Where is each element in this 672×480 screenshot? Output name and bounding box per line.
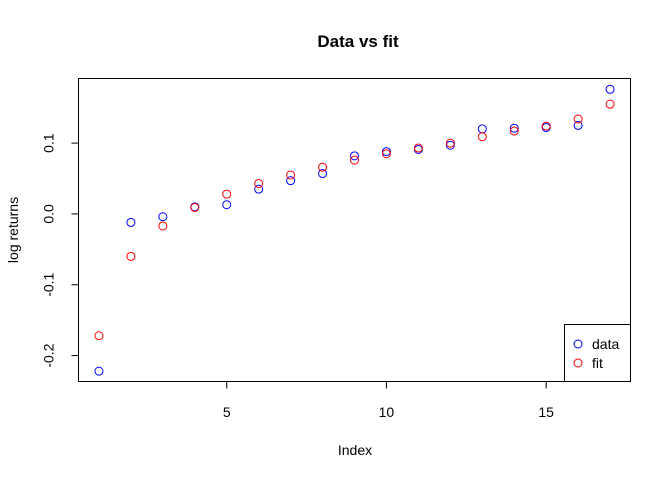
point-data xyxy=(381,147,391,157)
y-axis-label: log returns xyxy=(5,197,21,263)
point-data xyxy=(573,120,583,130)
point-data xyxy=(509,123,519,133)
x-tick-label: 5 xyxy=(223,404,231,420)
point-data xyxy=(445,140,455,150)
y-tick-label: 0.0 xyxy=(41,204,57,224)
point-data xyxy=(318,169,328,179)
point-fit xyxy=(126,251,136,261)
point-fit xyxy=(573,114,583,124)
x-tick-label: 10 xyxy=(379,404,395,420)
point-fit xyxy=(477,132,487,142)
legend-label-data: data xyxy=(592,336,619,352)
point-data xyxy=(605,84,615,94)
point-fit xyxy=(509,126,519,136)
point-fit xyxy=(445,138,455,148)
legend-marker-fit xyxy=(573,358,583,368)
legend-label-fit: fit xyxy=(592,355,603,371)
point-data xyxy=(158,212,168,222)
point-fit xyxy=(158,221,168,231)
x-axis: 5 10 15 xyxy=(223,381,554,420)
legend-marker-data xyxy=(573,339,583,349)
y-axis: -0.2 -0.1 0.0 0.1 xyxy=(41,133,79,368)
point-fit xyxy=(605,99,615,109)
chart-title: Data vs fit xyxy=(317,32,399,51)
point-data xyxy=(222,200,232,210)
point-fit xyxy=(541,121,551,131)
legend: data fit xyxy=(564,324,631,382)
point-data xyxy=(286,176,296,186)
x-tick-label: 15 xyxy=(538,404,554,420)
point-data xyxy=(254,184,264,194)
point-data xyxy=(477,124,487,134)
point-fit xyxy=(190,203,200,213)
point-fit xyxy=(318,162,328,172)
point-fit xyxy=(286,170,296,180)
point-data xyxy=(126,217,136,227)
y-tick-label: -0.2 xyxy=(41,343,57,367)
y-tick-label: -0.1 xyxy=(41,272,57,296)
point-fit xyxy=(254,178,264,188)
point-fit xyxy=(222,189,232,199)
x-axis-label: Index xyxy=(338,442,372,458)
legend-box xyxy=(564,324,631,382)
y-tick-label: 0.1 xyxy=(41,133,57,153)
point-fit xyxy=(413,143,423,153)
point-fit xyxy=(94,331,104,341)
data-points xyxy=(94,84,615,376)
point-data xyxy=(94,366,104,376)
point-data xyxy=(350,151,359,161)
point-fit xyxy=(381,149,391,159)
point-fit xyxy=(350,155,359,165)
